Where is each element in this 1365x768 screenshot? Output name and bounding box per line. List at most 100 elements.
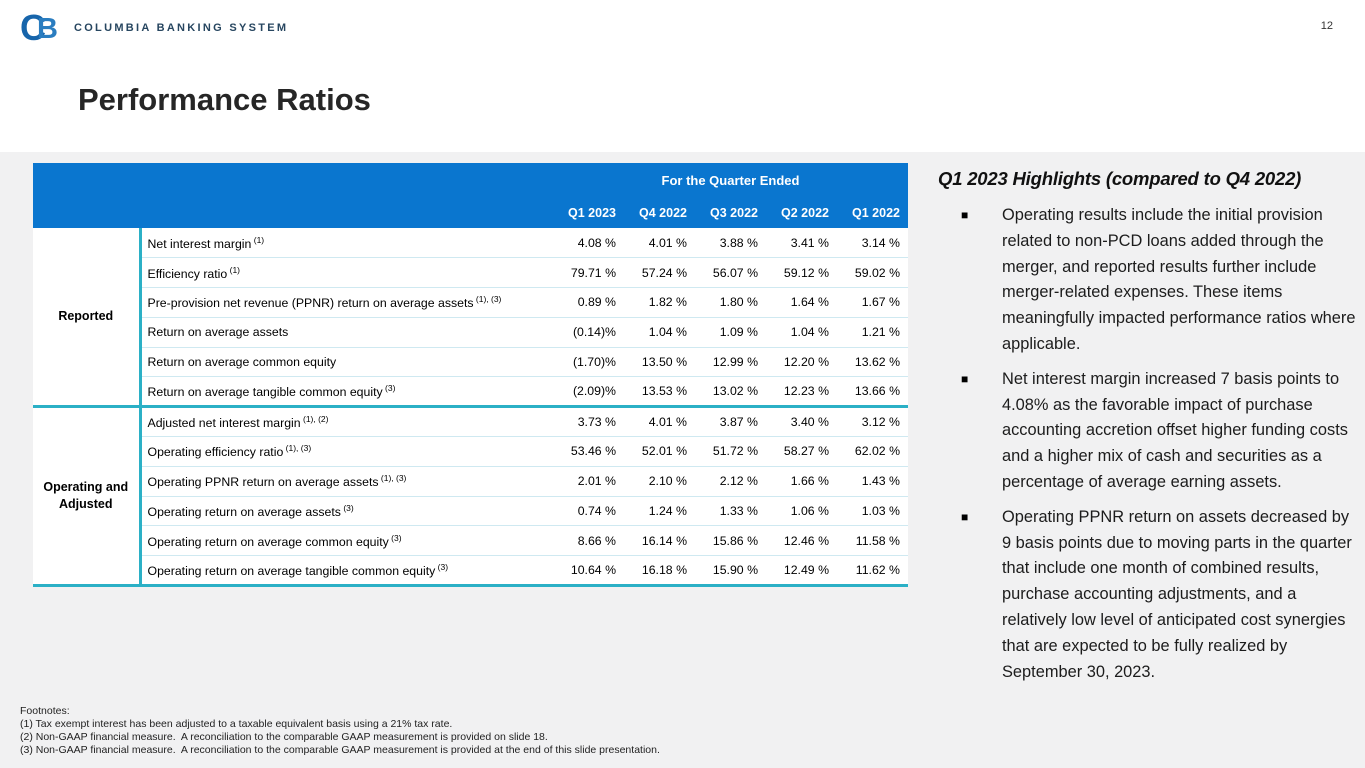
row-label: Adjusted net interest margin (1), (2) (140, 405, 553, 437)
column-header: Q1 2022 (837, 198, 908, 228)
value-cell: 13.02 % (695, 376, 766, 407)
row-label: Return on average tangible common equity… (140, 376, 553, 407)
value-cell: 59.02 % (837, 257, 908, 288)
row-label: Operating efficiency ratio (1), (3) (140, 436, 553, 467)
logo-letter-c: C (20, 7, 46, 48)
value-cell: 1.06 % (766, 495, 837, 526)
footnote-marker: (1) (227, 264, 240, 275)
value-cell: 13.50 % (624, 346, 695, 377)
highlights-section: Q1 2023 Highlights (compared to Q4 2022)… (938, 168, 1362, 694)
column-header: Q4 2022 (624, 198, 695, 228)
row-label: Efficiency ratio (1) (140, 257, 553, 288)
column-header: Q3 2022 (695, 198, 766, 228)
value-cell: 58.27 % (766, 436, 837, 467)
header-corner (33, 198, 553, 228)
footnote-marker: (3) (382, 383, 396, 394)
performance-ratios-panel: For the Quarter Ended Q1 2023 Q4 2022 Q3 2… (33, 163, 908, 588)
highlight-bullet: ■ Net interest margin increased 7 basis p… (938, 367, 1362, 496)
header-corner (33, 163, 553, 198)
highlight-text: Operating results include the initial pr… (1002, 206, 1356, 353)
value-cell: 1.82 % (624, 287, 695, 318)
value-cell: 2.01 % (553, 465, 624, 497)
row-label: Return on average assets (140, 316, 553, 348)
value-cell: 16.18 % (624, 555, 695, 586)
quarter-columns-row: Q1 2023 Q4 2022 Q3 2022 Q2 2022 Q1 2022 (33, 198, 908, 228)
footnote-marker: (1), (2) (300, 414, 329, 425)
row-label: Net interest margin (1) (140, 228, 553, 258)
table-row: Return on average assets (0.14)% 1.04 % 1.0… (33, 316, 908, 348)
value-cell: 56.07 % (695, 257, 766, 288)
row-label: Operating PPNR return on average assets … (140, 465, 553, 497)
row-label: Operating return on average tangible com… (140, 555, 553, 586)
row-label: Return on average common equity (140, 346, 553, 377)
value-cell: 1.24 % (624, 495, 695, 526)
table-header-row: For the Quarter Ended (33, 163, 908, 198)
footnote-marker: (1) (251, 234, 265, 245)
brand-logo: C B COLUMBIA BANKING SYSTEM (20, 10, 288, 46)
value-cell: 1.03 % (837, 495, 908, 526)
value-cell: 59.12 % (766, 257, 837, 288)
page-number: 12 (1320, 20, 1333, 32)
value-cell: 16.14 % (624, 525, 695, 556)
table-row: Return on average common equity (1.70)% 13… (33, 346, 908, 377)
footnote-marker: (3) (435, 562, 449, 573)
highlight-text: Operating PPNR return on assets decrease… (1002, 507, 1352, 681)
value-cell: 3.41 % (766, 228, 837, 258)
value-cell: 12.49 % (766, 555, 837, 586)
value-cell: 12.46 % (766, 525, 837, 556)
footnote-item: (2) Non-GAAP financial measure. A reconc… (20, 730, 548, 743)
value-cell: (0.14)% (553, 316, 624, 348)
value-cell: 3.73 % (553, 405, 624, 437)
highlight-bullet: ■ Operating results include the initial p… (938, 203, 1362, 358)
value-cell: 13.66 % (837, 376, 908, 407)
value-cell: 3.88 % (695, 228, 766, 258)
value-cell: 2.10 % (624, 465, 695, 497)
value-cell: 15.86 % (695, 525, 766, 556)
table-row: Operating return on average common equit… (33, 525, 908, 556)
value-cell: 0.89 % (553, 287, 624, 318)
value-cell: 1.04 % (624, 316, 695, 348)
value-cell: 1.09 % (695, 316, 766, 348)
value-cell: 15.90 % (695, 555, 766, 586)
value-cell: 57.24 % (624, 257, 695, 288)
table-row: Reported Net interest margin (1) 4.08 % 4.0… (33, 228, 908, 407)
value-cell: 12.99 % (695, 346, 766, 377)
value-cell: 62.02 % (837, 436, 908, 467)
table-row: Operating PPNR return on average assets … (33, 465, 908, 497)
value-cell: 1.43 % (837, 465, 908, 497)
value-cell: 3.12 % (837, 405, 908, 437)
value-cell: 79.71 % (553, 257, 624, 288)
footnote-marker: (1), (3) (378, 473, 407, 484)
row-group-label: Operating and Adjusted (33, 405, 142, 586)
highlights-title: Q1 2023 Highlights (compared to Q4 2022) (938, 168, 1302, 189)
row-group-label: Reported (33, 228, 142, 407)
value-cell: 12.23 % (766, 376, 837, 407)
page-title: Performance Ratios (78, 82, 371, 117)
table-header-title: For the Quarter Ended (553, 163, 908, 198)
value-cell: 3.87 % (695, 405, 766, 437)
highlights-list: ■ Operating results include the initial p… (938, 203, 1362, 685)
highlight-bullet: ■ Operating PPNR return on assets decreas… (938, 505, 1362, 686)
value-cell: 1.67 % (837, 287, 908, 318)
value-cell: 2.12 % (695, 465, 766, 497)
value-cell: 1.04 % (766, 316, 837, 348)
square-bullet-icon: ■ (961, 509, 969, 524)
table-row: Operating and Adjusted Adjusted net inter… (33, 405, 908, 586)
value-cell: 1.80 % (695, 287, 766, 318)
square-bullet-icon: ■ (961, 208, 969, 222)
table-row: Operating efficiency ratio (1), (3) 53.46… (33, 436, 908, 467)
brand-name: COLUMBIA BANKING SYSTEM (73, 22, 289, 34)
value-cell: 4.08 % (553, 228, 624, 258)
value-cell: 52.01 % (624, 436, 695, 467)
value-cell: 12.20 % (766, 346, 837, 377)
row-label: Pre-provision net revenue (PPNR) return … (140, 287, 553, 318)
footnote-marker: (1), (3) (283, 443, 312, 454)
square-bullet-icon: ■ (961, 371, 969, 386)
value-cell: 13.53 % (624, 376, 695, 407)
value-cell: 53.46 % (553, 436, 624, 467)
column-header: Q1 2023 (553, 198, 624, 228)
value-cell: 3.14 % (837, 228, 908, 258)
table-row: Pre-provision net revenue (PPNR) return … (33, 287, 908, 318)
table-row: Return on average tangible common equity… (33, 376, 908, 407)
